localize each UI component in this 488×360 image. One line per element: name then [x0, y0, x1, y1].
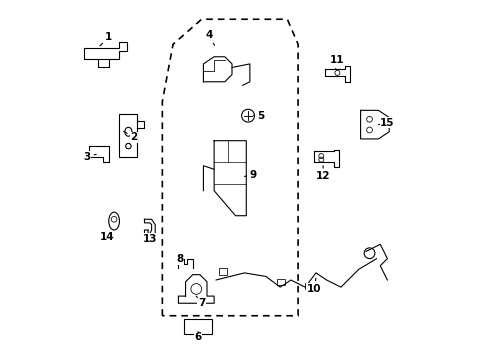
Text: 1: 1 [100, 32, 112, 46]
Text: 2: 2 [123, 131, 137, 142]
Bar [183, 319, 212, 334]
Bar [305, 283, 312, 289]
Text: 10: 10 [306, 278, 321, 294]
Text: 13: 13 [142, 230, 157, 244]
Bar [219, 268, 227, 275]
Text: 9: 9 [244, 170, 257, 180]
Text: 11: 11 [329, 55, 344, 69]
Text: 7: 7 [196, 296, 205, 308]
Text: 5: 5 [253, 111, 264, 121]
Text: 4: 4 [204, 30, 214, 45]
Bar [119, 114, 137, 157]
Text: 14: 14 [100, 232, 114, 242]
Text: 15: 15 [378, 118, 394, 128]
Text: 6: 6 [194, 332, 201, 342]
Text: 12: 12 [315, 166, 330, 181]
Bar [276, 279, 284, 285]
Text: 8: 8 [176, 254, 183, 264]
Text: 3: 3 [83, 152, 96, 162]
